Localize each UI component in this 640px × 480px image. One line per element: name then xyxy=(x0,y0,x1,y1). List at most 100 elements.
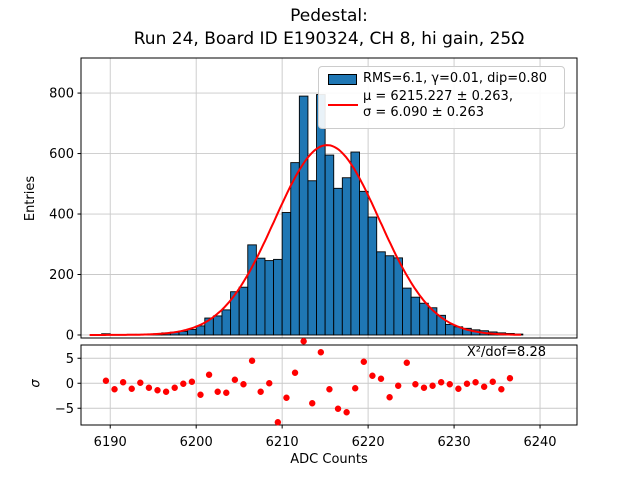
residual-point xyxy=(326,386,333,393)
histogram-bar xyxy=(255,257,266,336)
y-tick-label: 200 xyxy=(49,268,74,283)
histogram-bar xyxy=(333,187,343,336)
residual-y-tick-label: 5 xyxy=(66,352,74,367)
residual-point xyxy=(205,371,213,378)
figure-title: Pedestal: Run 24, Board ID E190324, CH 8… xyxy=(81,5,577,51)
residual-point xyxy=(343,409,350,416)
tick-labels: 6190 6200 6210 6220 6230 6240 0 200 400 600 800 5 0 −… xyxy=(49,87,556,450)
residual-point xyxy=(309,400,316,407)
residual-point xyxy=(489,378,496,385)
residual-point xyxy=(240,381,247,388)
histogram-bar xyxy=(195,325,206,336)
histogram-bar xyxy=(264,260,275,336)
histogram-bar xyxy=(316,94,326,336)
residual-point xyxy=(463,380,471,387)
y-axis-label-sigma: σ xyxy=(28,379,44,388)
residual-point xyxy=(128,385,135,392)
histogram-bar xyxy=(307,180,317,336)
residual-point xyxy=(420,384,428,391)
residual-point xyxy=(480,383,488,390)
main-axes-frame xyxy=(80,57,578,339)
y-tick-label: 600 xyxy=(49,147,74,162)
histogram-bar xyxy=(290,162,300,336)
histogram-bar xyxy=(376,251,386,336)
residual-point xyxy=(472,379,479,386)
residual-point xyxy=(180,380,187,387)
residual-y-tick-label: 0 xyxy=(66,377,74,392)
histogram-bar xyxy=(445,323,455,336)
legend-histogram-label: RMS=6.1, γ=0.01, dip=0.80 xyxy=(363,71,548,86)
residual-point xyxy=(257,388,264,395)
residual-point xyxy=(231,376,239,383)
histogram-bar xyxy=(359,190,369,336)
histogram-bar xyxy=(212,315,223,336)
histogram-bar xyxy=(238,286,249,336)
residual-point xyxy=(300,338,307,345)
residual-point xyxy=(111,386,118,393)
residual-point xyxy=(352,385,359,392)
residual-point xyxy=(102,377,110,384)
residual-point xyxy=(248,357,256,364)
residual-point xyxy=(506,375,514,382)
y-axis-label-entries: Entries xyxy=(23,175,38,222)
histogram-bar xyxy=(384,255,395,336)
residual-point xyxy=(197,391,204,398)
residual-point xyxy=(291,369,299,376)
residual-point xyxy=(274,419,282,426)
legend-histogram-swatch xyxy=(328,74,357,85)
residual-point xyxy=(145,384,153,391)
x-tick-label: 6230 xyxy=(438,435,471,450)
residual-point xyxy=(369,372,376,379)
residual-point xyxy=(386,394,393,401)
residual-point xyxy=(360,358,368,365)
legend: RMS=6.1, γ=0.01, dip=0.80 μ = 6215.227 ±… xyxy=(318,66,565,129)
residual-point xyxy=(223,389,230,396)
residual-point xyxy=(377,375,385,382)
residual-point xyxy=(162,388,170,395)
figure-title-line1: Pedestal: xyxy=(290,6,368,26)
axes-frames xyxy=(80,57,578,426)
legend-fit-label-line1: μ = 6215.227 ± 0.263, xyxy=(363,89,513,104)
x-axis-label: ADC Counts xyxy=(290,452,368,467)
histogram-bar xyxy=(393,257,403,336)
residual-point xyxy=(266,380,273,387)
residual-point xyxy=(437,379,445,386)
x-tick-label: 6210 xyxy=(266,435,299,450)
residual-point xyxy=(119,379,127,386)
x-tick-label: 6190 xyxy=(94,435,127,450)
chi2-annotation: X²/dof=8.28 xyxy=(466,345,546,360)
histogram-bar xyxy=(221,309,232,336)
histogram-bar xyxy=(402,287,412,336)
histogram-bar xyxy=(410,296,421,336)
residual-point xyxy=(171,384,178,391)
histogram-bar xyxy=(187,329,197,336)
y-tick-label: 800 xyxy=(49,87,74,102)
histogram-bar xyxy=(324,154,335,336)
residual-point xyxy=(455,385,462,392)
figure-title-line2: Run 24, Board ID E190324, CH 8, hi gain,… xyxy=(133,29,525,49)
histogram-bar xyxy=(273,258,283,336)
legend-fit-line-swatch xyxy=(328,104,358,106)
histogram-bar xyxy=(341,177,352,336)
legend-fit-label: μ = 6215.227 ± 0.263, σ = 6.090 ± 0.263 xyxy=(363,89,513,121)
tick-marks xyxy=(77,92,541,429)
histogram-bar xyxy=(367,216,378,336)
residual-points xyxy=(102,338,514,426)
x-tick-label: 6240 xyxy=(523,435,556,450)
residual-y-tick-label: −5 xyxy=(55,402,74,417)
residual-point xyxy=(446,381,453,388)
x-tick-label: 6220 xyxy=(352,435,385,450)
histogram-bar xyxy=(350,151,360,336)
gaussian-fit-curve xyxy=(89,144,522,336)
histogram-bar xyxy=(419,302,429,336)
y-tick-label: 400 xyxy=(49,208,74,223)
histogram-bar xyxy=(298,95,309,336)
histogram-bars xyxy=(101,94,524,336)
residual-point xyxy=(429,382,436,389)
residual-point xyxy=(188,378,196,385)
residual-axes-frame xyxy=(80,344,578,426)
residual-point xyxy=(317,349,325,356)
histogram-bar xyxy=(247,244,257,336)
